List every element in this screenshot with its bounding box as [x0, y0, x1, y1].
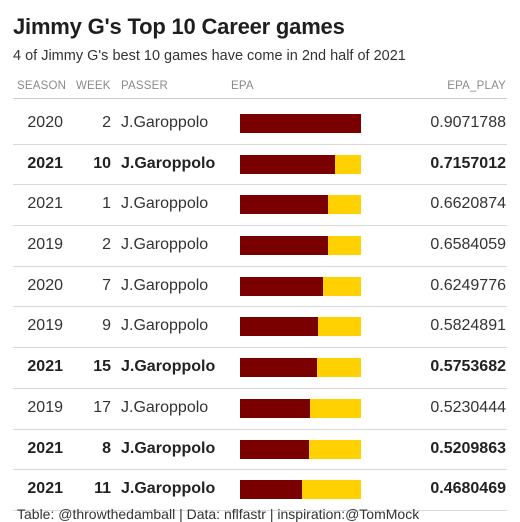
cell-week: 2 — [102, 236, 111, 254]
cell-season: 2020 — [27, 276, 63, 294]
epa-bar — [240, 439, 310, 459]
table-row: 2019 2 J.Garoppolo 0.6584059 — [13, 226, 507, 267]
table-row: 2019 9 J.Garoppolo 0.5824891 — [13, 307, 507, 349]
cell-epa-play: 0.6620874 — [430, 195, 506, 213]
cell-season: 2021 — [27, 439, 63, 457]
cell-epa-play: 0.5209863 — [430, 439, 506, 457]
cell-epa-play: 0.6249776 — [430, 276, 506, 294]
chart-caption: Table: @throwthedamball | Data: nflfastr… — [17, 506, 420, 522]
table-row: 2020 2 J.Garoppolo 0.9071788 — [13, 104, 507, 145]
cell-passer: J.Garoppolo — [121, 480, 216, 498]
cell-season: 2019 — [27, 236, 63, 254]
cell-epa-play: 0.7157012 — [430, 154, 506, 172]
cell-passer: J.Garoppolo — [121, 439, 216, 457]
cell-season: 2021 — [27, 195, 63, 213]
epa-bar — [240, 195, 329, 215]
cell-passer: J.Garoppolo — [121, 236, 209, 254]
cell-week: 17 — [93, 398, 111, 416]
cell-passer: J.Garoppolo — [121, 317, 209, 335]
cell-week: 10 — [93, 154, 111, 172]
epa-bar-track — [240, 358, 361, 378]
cell-week: 9 — [102, 317, 111, 335]
epa-bar — [240, 398, 310, 418]
epa-bar-track — [240, 317, 361, 337]
cell-week: 7 — [102, 276, 111, 294]
table-row: 2020 7 J.Garoppolo 0.6249776 — [13, 267, 507, 308]
table-row: 2021 11 J.Garoppolo 0.4680469 — [13, 470, 507, 511]
cell-season: 2021 — [27, 358, 63, 376]
table-row: 2021 15 J.Garoppolo 0.5753682 — [13, 348, 507, 389]
table-header: SEASON WEEK PASSER EPA EPA_PLAY — [13, 78, 507, 99]
cell-season: 2019 — [27, 317, 63, 335]
cell-season: 2020 — [27, 114, 63, 131]
cell-epa-play: 0.5824891 — [430, 317, 506, 335]
cell-epa-play: 0.5230444 — [430, 398, 506, 416]
header-season: SEASON — [17, 80, 67, 92]
epa-bar-track — [240, 236, 361, 256]
cell-week: 11 — [94, 480, 111, 498]
table-row: 2021 8 J.Garoppolo 0.5209863 — [13, 430, 507, 471]
cell-season: 2019 — [27, 398, 63, 416]
cell-epa-play: 0.5753682 — [430, 358, 506, 376]
epa-bar-track — [240, 398, 361, 418]
epa-bar — [240, 480, 303, 500]
cell-passer: J.Garoppolo — [121, 154, 216, 172]
cell-week: 2 — [102, 114, 111, 131]
table-row: 2019 17 J.Garoppolo 0.5230444 — [13, 389, 507, 430]
epa-bar — [240, 236, 328, 256]
epa-bar — [240, 276, 324, 296]
epa-bar-track — [240, 276, 361, 296]
chart-title: Jimmy G's Top 10 Career games — [13, 14, 345, 39]
cell-epa-play: 0.6584059 — [430, 236, 506, 254]
table-row: 2021 1 J.Garoppolo 0.6620874 — [13, 185, 507, 227]
cell-epa-play: 0.9071788 — [430, 114, 506, 131]
epa-bar-track — [240, 480, 361, 500]
cell-passer: J.Garoppolo — [121, 276, 209, 294]
cell-season: 2021 — [27, 480, 63, 498]
cell-passer: J.Garoppolo — [121, 358, 216, 376]
epa-bar-track — [240, 114, 361, 133]
epa-bar-track — [240, 195, 361, 215]
cell-week: 15 — [93, 358, 111, 376]
header-passer: PASSER — [121, 80, 169, 92]
epa-bar — [240, 114, 361, 133]
chart-subtitle: 4 of Jimmy G's best 10 games have come i… — [13, 48, 406, 64]
header-epa: EPA — [231, 80, 254, 92]
epa-bar-track — [240, 439, 361, 459]
cell-passer: J.Garoppolo — [121, 398, 209, 416]
cell-season: 2021 — [27, 154, 63, 172]
epa-bar-track — [240, 154, 361, 174]
cell-passer: J.Garoppolo — [121, 114, 209, 131]
cell-week: 1 — [102, 195, 111, 213]
epa-bar — [240, 317, 318, 337]
cell-epa-play: 0.4680469 — [430, 480, 506, 498]
table-body: 2020 2 J.Garoppolo 0.9071788 2021 10 J.Garoppo… — [13, 104, 507, 511]
header-epa-play: EPA_PLAY — [447, 80, 506, 92]
table-row: 2021 10 J.Garoppolo 0.7157012 — [13, 145, 507, 186]
cell-passer: J.Garoppolo — [121, 195, 209, 213]
header-week: WEEK — [76, 80, 111, 92]
epa-bar — [240, 154, 336, 174]
epa-bar — [240, 358, 317, 378]
cell-week: 8 — [102, 439, 111, 457]
